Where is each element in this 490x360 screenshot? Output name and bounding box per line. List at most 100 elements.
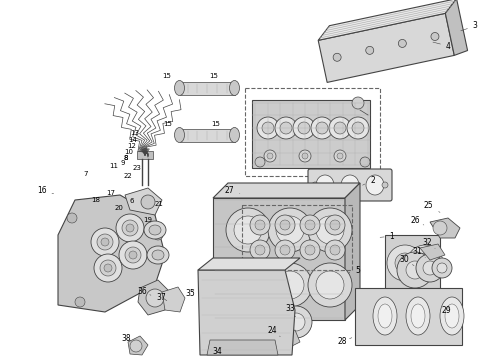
Circle shape xyxy=(268,208,312,252)
Text: 24: 24 xyxy=(267,326,280,337)
Polygon shape xyxy=(355,288,462,345)
Circle shape xyxy=(382,182,388,188)
Circle shape xyxy=(316,122,328,134)
Circle shape xyxy=(275,215,295,235)
Ellipse shape xyxy=(174,81,185,95)
Circle shape xyxy=(329,117,351,139)
Text: 22: 22 xyxy=(123,173,132,179)
Circle shape xyxy=(352,122,364,134)
Circle shape xyxy=(437,263,447,273)
Circle shape xyxy=(125,247,141,263)
Circle shape xyxy=(423,261,437,275)
Circle shape xyxy=(280,220,290,230)
Ellipse shape xyxy=(440,297,464,335)
Text: 31: 31 xyxy=(413,247,425,257)
Circle shape xyxy=(143,293,153,303)
Text: 5: 5 xyxy=(349,266,360,275)
Ellipse shape xyxy=(147,246,169,264)
Ellipse shape xyxy=(152,250,164,260)
Circle shape xyxy=(226,263,270,307)
Circle shape xyxy=(325,240,345,260)
Circle shape xyxy=(305,245,315,255)
Circle shape xyxy=(146,289,164,307)
Text: 28: 28 xyxy=(337,338,352,346)
Circle shape xyxy=(153,230,163,240)
Text: 3: 3 xyxy=(461,22,478,31)
Text: 30: 30 xyxy=(400,255,414,266)
Text: 23: 23 xyxy=(133,166,142,171)
Text: 2: 2 xyxy=(363,176,375,185)
Text: 32: 32 xyxy=(422,238,435,248)
Circle shape xyxy=(234,271,262,299)
Text: 10: 10 xyxy=(124,149,133,155)
Text: 26: 26 xyxy=(411,216,424,225)
Polygon shape xyxy=(445,0,467,55)
Text: 25: 25 xyxy=(424,201,440,212)
Polygon shape xyxy=(198,270,295,355)
Circle shape xyxy=(94,254,122,282)
Ellipse shape xyxy=(229,127,240,143)
Text: 29: 29 xyxy=(441,306,451,315)
Text: 11: 11 xyxy=(109,163,118,169)
Text: 15: 15 xyxy=(162,73,171,79)
Circle shape xyxy=(101,238,109,246)
Text: 8: 8 xyxy=(123,156,128,161)
Circle shape xyxy=(330,220,340,230)
Polygon shape xyxy=(318,0,457,40)
Bar xyxy=(245,88,380,176)
Circle shape xyxy=(255,220,265,230)
Circle shape xyxy=(347,117,369,139)
Polygon shape xyxy=(420,244,445,260)
Circle shape xyxy=(333,53,341,61)
Circle shape xyxy=(141,195,155,209)
Circle shape xyxy=(275,117,297,139)
Circle shape xyxy=(360,157,370,167)
Polygon shape xyxy=(213,183,360,198)
Circle shape xyxy=(280,122,292,134)
Ellipse shape xyxy=(316,175,334,195)
Circle shape xyxy=(276,216,304,244)
Circle shape xyxy=(334,150,346,162)
Polygon shape xyxy=(137,151,153,159)
Text: 1: 1 xyxy=(380,232,394,241)
Circle shape xyxy=(250,240,270,260)
Polygon shape xyxy=(345,183,360,320)
Text: 21: 21 xyxy=(155,202,164,207)
Text: 8: 8 xyxy=(123,155,128,161)
Circle shape xyxy=(119,241,147,269)
Circle shape xyxy=(255,157,265,167)
Circle shape xyxy=(122,220,138,236)
Bar xyxy=(242,205,352,270)
Ellipse shape xyxy=(406,297,430,335)
Circle shape xyxy=(407,245,443,281)
Circle shape xyxy=(264,150,276,162)
Circle shape xyxy=(275,240,295,260)
Text: 38: 38 xyxy=(122,334,131,343)
Text: 6: 6 xyxy=(129,198,134,204)
Ellipse shape xyxy=(411,304,425,328)
Circle shape xyxy=(337,153,343,159)
Polygon shape xyxy=(179,81,235,95)
Circle shape xyxy=(280,245,290,255)
Polygon shape xyxy=(198,258,300,270)
Circle shape xyxy=(299,150,311,162)
Polygon shape xyxy=(213,198,345,320)
Circle shape xyxy=(100,260,116,276)
Ellipse shape xyxy=(229,81,240,95)
Text: 7: 7 xyxy=(83,171,88,177)
Circle shape xyxy=(129,251,137,259)
Circle shape xyxy=(126,224,134,232)
Circle shape xyxy=(267,153,273,159)
Circle shape xyxy=(432,258,452,278)
Circle shape xyxy=(130,340,142,352)
Text: 19: 19 xyxy=(144,217,152,222)
Circle shape xyxy=(226,208,270,252)
Circle shape xyxy=(406,261,424,279)
Circle shape xyxy=(234,216,262,244)
FancyBboxPatch shape xyxy=(308,169,392,201)
Ellipse shape xyxy=(174,127,185,143)
Polygon shape xyxy=(58,195,165,312)
Circle shape xyxy=(280,306,312,338)
Circle shape xyxy=(300,215,320,235)
Polygon shape xyxy=(318,13,454,82)
